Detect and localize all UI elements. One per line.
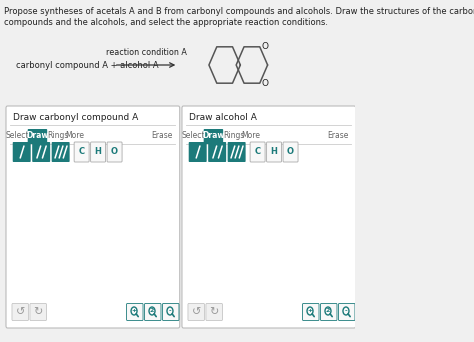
Text: -: - xyxy=(169,308,171,314)
Text: O: O xyxy=(261,42,268,51)
Text: ↺: ↺ xyxy=(16,307,25,317)
FancyBboxPatch shape xyxy=(302,303,319,320)
Text: 2: 2 xyxy=(326,308,330,314)
FancyBboxPatch shape xyxy=(74,142,89,162)
Text: ↺: ↺ xyxy=(191,307,201,317)
Text: C: C xyxy=(79,147,85,157)
Text: O: O xyxy=(261,79,268,88)
FancyBboxPatch shape xyxy=(320,303,337,320)
FancyBboxPatch shape xyxy=(250,142,265,162)
Text: O: O xyxy=(111,147,118,157)
FancyBboxPatch shape xyxy=(30,303,46,320)
Text: Draw: Draw xyxy=(26,132,49,141)
Text: Erase: Erase xyxy=(151,132,172,141)
FancyBboxPatch shape xyxy=(266,142,282,162)
FancyBboxPatch shape xyxy=(338,303,355,320)
Text: Rings: Rings xyxy=(48,132,69,141)
FancyBboxPatch shape xyxy=(145,303,161,320)
Text: -: - xyxy=(345,308,347,314)
Text: Select: Select xyxy=(182,132,205,141)
Text: ↻: ↻ xyxy=(210,307,219,317)
Text: C: C xyxy=(255,147,261,157)
FancyBboxPatch shape xyxy=(208,142,226,162)
FancyBboxPatch shape xyxy=(52,142,70,162)
Text: O: O xyxy=(287,147,294,157)
FancyBboxPatch shape xyxy=(204,129,223,144)
FancyBboxPatch shape xyxy=(107,142,122,162)
Text: H: H xyxy=(95,147,101,157)
Text: Rings: Rings xyxy=(224,132,245,141)
Text: +: + xyxy=(308,308,313,314)
Text: carbonyl compound A + alcohol A: carbonyl compound A + alcohol A xyxy=(17,61,159,69)
Text: More: More xyxy=(241,132,260,141)
FancyBboxPatch shape xyxy=(91,142,106,162)
FancyBboxPatch shape xyxy=(6,106,180,328)
Text: Draw: Draw xyxy=(202,132,225,141)
FancyBboxPatch shape xyxy=(32,142,50,162)
FancyBboxPatch shape xyxy=(27,129,47,144)
Text: compounds and the alcohols, and select the appropriate reaction conditions.: compounds and the alcohols, and select t… xyxy=(4,18,328,27)
Text: ↻: ↻ xyxy=(34,307,43,317)
FancyBboxPatch shape xyxy=(188,303,204,320)
Text: reaction condition A: reaction condition A xyxy=(106,48,186,57)
Text: H: H xyxy=(271,147,277,157)
Text: Draw carbonyl compound A: Draw carbonyl compound A xyxy=(13,113,138,121)
FancyBboxPatch shape xyxy=(12,303,28,320)
FancyBboxPatch shape xyxy=(163,303,179,320)
FancyBboxPatch shape xyxy=(127,303,143,320)
Text: Draw alcohol A: Draw alcohol A xyxy=(189,113,256,121)
FancyBboxPatch shape xyxy=(228,142,246,162)
Text: +: + xyxy=(131,308,137,314)
Text: Propose syntheses of acetals A and B from carbonyl compounds and alcohols. Draw : Propose syntheses of acetals A and B fro… xyxy=(4,7,474,16)
Text: Select: Select xyxy=(6,132,29,141)
Text: Erase: Erase xyxy=(327,132,348,141)
FancyBboxPatch shape xyxy=(182,106,356,328)
Text: More: More xyxy=(65,132,84,141)
FancyBboxPatch shape xyxy=(206,303,222,320)
FancyBboxPatch shape xyxy=(283,142,298,162)
Text: 2: 2 xyxy=(150,308,154,314)
FancyBboxPatch shape xyxy=(189,142,207,162)
FancyBboxPatch shape xyxy=(13,142,31,162)
